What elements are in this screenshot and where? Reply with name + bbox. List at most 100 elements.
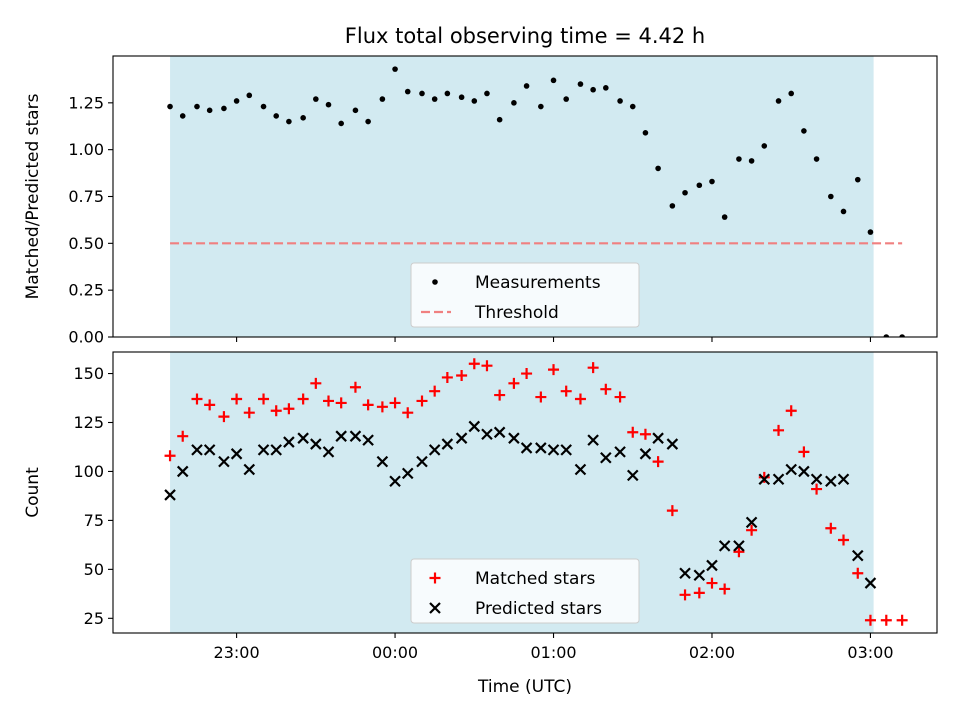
data-point	[798, 465, 810, 478]
data-point	[508, 377, 520, 389]
data-point	[736, 156, 742, 162]
data-point	[772, 473, 785, 486]
data-point	[167, 103, 173, 110]
data-point	[811, 483, 823, 495]
legend-label: Predicted stars	[475, 599, 602, 619]
data-point	[523, 83, 530, 89]
data-point	[669, 203, 676, 209]
data-point	[813, 156, 820, 162]
data-point	[508, 432, 520, 444]
data-point	[577, 81, 584, 87]
data-point	[270, 405, 282, 417]
data-point	[428, 444, 441, 456]
data-point	[652, 456, 664, 468]
plot-area	[164, 358, 908, 626]
data-point	[639, 448, 652, 460]
data-point	[258, 393, 270, 405]
data-point	[899, 334, 905, 337]
data-point	[563, 96, 569, 102]
y-tick-label: 0.75	[68, 187, 104, 206]
data-point	[550, 77, 557, 84]
data-point	[520, 442, 533, 454]
data-point	[801, 128, 807, 134]
data-point	[416, 455, 428, 468]
data-point	[775, 98, 782, 104]
data-point	[666, 505, 678, 517]
data-point	[758, 471, 770, 483]
data-point	[431, 96, 438, 102]
data-point	[896, 614, 908, 626]
y-axis-label: Count	[23, 467, 43, 518]
data-point	[560, 385, 572, 397]
data-point	[444, 90, 451, 97]
data-point	[218, 411, 230, 423]
data-point	[864, 614, 876, 626]
y-tick-label: 125	[73, 413, 104, 432]
data-point	[825, 475, 837, 488]
data-point	[231, 393, 243, 405]
data-point	[455, 432, 468, 444]
x-tick-label: 03:00	[847, 643, 893, 662]
data-point	[323, 395, 335, 407]
data-point	[484, 90, 490, 97]
data-point	[349, 381, 361, 393]
data-point	[349, 430, 362, 442]
data-point	[257, 444, 270, 456]
data-point	[535, 442, 547, 454]
y-tick-label: 100	[73, 462, 104, 481]
data-point	[468, 420, 481, 433]
data-point	[655, 165, 661, 172]
data-point	[719, 583, 731, 595]
data-point	[590, 86, 596, 93]
data-point	[206, 107, 213, 114]
data-point	[441, 371, 453, 383]
legend-box	[410, 558, 640, 624]
data-point	[721, 214, 728, 220]
data-point	[548, 364, 560, 376]
data-point	[746, 524, 758, 536]
data-point	[243, 407, 255, 419]
legend-marker	[429, 572, 441, 584]
data-point	[825, 522, 837, 534]
data-point	[362, 434, 374, 446]
data-point	[379, 96, 386, 102]
panel-1: 0.00 0.25 0.50 0.75 1.00 1.25 Matched/Predicte…	[23, 55, 938, 347]
data-point	[538, 103, 544, 110]
data-point	[614, 391, 626, 403]
series-matched-stars	[164, 358, 908, 626]
legend-label: Measurements	[475, 273, 601, 293]
data-point	[335, 397, 347, 409]
data-point	[496, 116, 503, 123]
data-point	[788, 90, 795, 97]
data-point	[392, 66, 398, 72]
data-point	[614, 446, 626, 458]
y-tick-label: 0.25	[68, 281, 104, 300]
data-point	[574, 463, 587, 476]
data-point	[761, 143, 768, 149]
data-point	[852, 567, 864, 579]
data-point	[300, 115, 306, 121]
data-point	[221, 105, 227, 112]
legend: Measurements Threshold	[410, 262, 640, 328]
data-point	[481, 428, 493, 441]
data-point	[706, 577, 718, 589]
x-tick-label: 01:00	[530, 643, 576, 662]
data-point	[494, 389, 506, 401]
data-point	[194, 103, 200, 110]
data-point	[313, 96, 319, 102]
data-point	[867, 229, 874, 235]
data-point	[243, 463, 256, 476]
data-point	[365, 118, 371, 125]
data-point	[273, 113, 280, 119]
data-point	[626, 469, 639, 482]
data-point	[521, 368, 533, 380]
data-point	[176, 465, 189, 478]
data-point	[745, 516, 758, 529]
data-point	[838, 534, 850, 546]
data-point	[535, 391, 547, 403]
data-point	[511, 100, 517, 106]
data-point	[164, 489, 176, 501]
plot-area	[167, 66, 905, 337]
data-point	[325, 101, 332, 108]
